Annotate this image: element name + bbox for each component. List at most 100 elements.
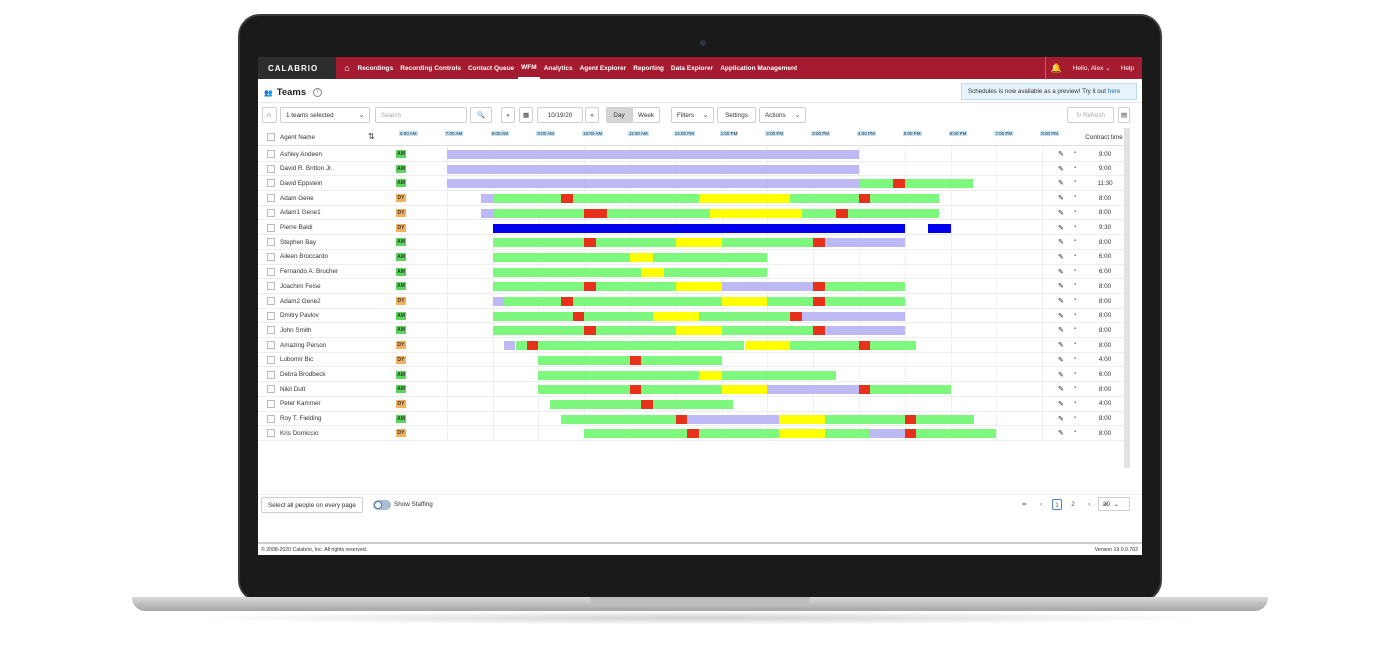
agent-name[interactable]: David Eppstein <box>280 179 323 187</box>
agent-name[interactable]: Aileen Broccardo <box>280 253 328 261</box>
search-input[interactable]: Search <box>375 107 467 123</box>
schedule-segment-lunch[interactable] <box>675 414 688 424</box>
row-checkbox[interactable] <box>267 429 275 438</box>
nav-item-contact-queue[interactable]: Contact Queue <box>467 64 515 72</box>
pencil-icon[interactable]: ✎ <box>1058 209 1064 217</box>
schedule-segment-other[interactable] <box>801 311 905 321</box>
nav-item-application-management[interactable]: Application Management <box>720 64 798 72</box>
schedule-segment-work[interactable] <box>492 311 573 321</box>
schedule-segment-break[interactable] <box>630 252 653 262</box>
schedule-segment-other[interactable] <box>446 150 859 159</box>
scrollbar-thumb[interactable] <box>1124 128 1130 468</box>
schedule-segment-work[interactable] <box>824 297 905 306</box>
schedule-segment-work[interactable] <box>870 385 951 395</box>
schedule-segment-work[interactable] <box>824 414 905 424</box>
schedule-segment-work[interactable] <box>652 399 734 409</box>
export-icon[interactable]: ▤ <box>1118 107 1130 123</box>
schedule-segment-work[interactable] <box>664 267 768 277</box>
schedule-segment-work[interactable] <box>492 282 585 292</box>
row-checkbox[interactable] <box>267 238 275 247</box>
prev-page-icon[interactable]: ‹ <box>1039 501 1043 508</box>
schedule-segment-lunch[interactable] <box>526 341 539 351</box>
agent-name[interactable]: Amazing Person <box>280 341 327 349</box>
schedule-segment-work[interactable] <box>790 341 859 351</box>
schedule-segment-other[interactable] <box>481 194 493 204</box>
row-checkbox[interactable] <box>267 370 275 379</box>
star-icon[interactable]: ☆ <box>262 107 277 123</box>
schedule-segment-lunch[interactable] <box>893 179 905 189</box>
agent-name[interactable]: Roy T. Fielding <box>280 415 322 423</box>
refresh-button[interactable]: ↻ Refresh <box>1067 107 1114 123</box>
sort-icon[interactable]: ⇅ <box>368 132 375 141</box>
schedule-segment-work[interactable] <box>870 194 940 204</box>
pencil-icon[interactable]: ✎ <box>1058 327 1064 335</box>
row-checkbox[interactable] <box>267 399 275 408</box>
agent-name[interactable]: Dmitry Pavlov <box>280 312 319 320</box>
comment-icon[interactable]: ▪ <box>1074 194 1077 201</box>
agent-name[interactable]: John Smith <box>280 326 312 334</box>
row-checkbox[interactable] <box>267 150 275 158</box>
schedule-segment-lunch[interactable] <box>813 282 825 292</box>
comment-icon[interactable]: ▪ <box>1074 341 1077 348</box>
schedule-segment-work[interactable] <box>698 311 791 321</box>
schedule-segment-work[interactable] <box>916 429 997 439</box>
nav-item-data-explorer[interactable]: Data Explorer <box>670 64 714 72</box>
schedule-segment-other[interactable] <box>446 179 859 189</box>
comment-icon[interactable]: ▪ <box>1074 238 1077 245</box>
nav-item-agent-explorer[interactable]: Agent Explorer <box>579 64 627 72</box>
comment-icon[interactable]: ▪ <box>1074 385 1077 392</box>
schedule-segment-work[interactable] <box>904 179 974 189</box>
grid-scrollbar[interactable] <box>1124 128 1130 468</box>
pencil-icon[interactable]: ✎ <box>1058 165 1064 173</box>
schedule-segment-break[interactable] <box>778 414 825 424</box>
pencil-icon[interactable]: ✎ <box>1058 268 1064 276</box>
pencil-icon[interactable]: ✎ <box>1058 253 1064 261</box>
pencil-icon[interactable]: ✎ <box>1058 224 1064 232</box>
row-checkbox[interactable] <box>267 355 275 364</box>
page-2[interactable]: 2 <box>1071 501 1075 508</box>
pencil-icon[interactable]: ✎ <box>1058 386 1064 394</box>
schedule-segment-lunch[interactable] <box>584 238 596 248</box>
next-page-icon[interactable]: › <box>1087 501 1091 508</box>
team-select[interactable]: 1 teams selected ⌄ <box>280 107 370 123</box>
nav-item-analytics[interactable]: Analytics <box>543 64 573 72</box>
agent-name[interactable]: Adam2 Gene2 <box>280 297 321 305</box>
next-date-button[interactable]: » <box>585 107 599 123</box>
schedule-segment-lunch[interactable] <box>790 311 802 321</box>
help-link[interactable]: Help <box>1120 64 1134 72</box>
comment-icon[interactable]: ▪ <box>1074 150 1077 156</box>
schedule-segment-lunch[interactable] <box>904 414 917 424</box>
schedule-segment-work[interactable] <box>492 267 642 277</box>
schedule-segment-break[interactable] <box>675 238 722 248</box>
day-view-button[interactable]: Day <box>606 107 632 123</box>
bell-icon[interactable]: 🔔 <box>1044 57 1067 79</box>
schedule-segment-lunch[interactable] <box>813 326 825 336</box>
schedule-segment-work[interactable] <box>492 208 585 218</box>
schedule-segment-break[interactable] <box>675 326 722 336</box>
page-1[interactable]: 1 <box>1052 499 1062 510</box>
page-size-select[interactable]: 20 ⌄ <box>1098 497 1130 511</box>
schedule-segment-work[interactable] <box>561 414 676 424</box>
schedule-segment-other[interactable] <box>824 326 905 336</box>
schedule-segment-break[interactable] <box>675 282 722 292</box>
schedule-segment-other[interactable] <box>446 164 859 174</box>
agent-name[interactable]: Fernando A. Brucher <box>280 268 339 276</box>
help-circle-icon[interactable]: ? <box>313 88 323 97</box>
agent-name[interactable]: Stephen Bay <box>280 238 317 246</box>
schedule-segment-work[interactable] <box>584 311 653 321</box>
agent-name[interactable]: Adam Gene <box>280 194 314 202</box>
preview-banner-link[interactable]: here <box>1107 88 1121 95</box>
agent-name[interactable]: Debra Brodbeck <box>280 371 326 378</box>
schedule-segment-work[interactable] <box>847 208 940 218</box>
pencil-icon[interactable]: ✎ <box>1058 151 1064 158</box>
schedule-segment-work[interactable] <box>641 355 722 365</box>
schedule-segment-lunch[interactable] <box>859 385 871 395</box>
comment-icon[interactable]: ▪ <box>1074 326 1077 333</box>
schedule-segment-work[interactable] <box>870 341 917 351</box>
pencil-icon[interactable]: ✎ <box>1058 195 1064 203</box>
comment-icon[interactable]: ▪ <box>1074 297 1077 303</box>
row-checkbox[interactable] <box>267 414 275 423</box>
agent-name[interactable]: David R. Britton Jr. <box>280 165 333 173</box>
schedule-segment-work[interactable] <box>538 355 630 365</box>
last-page-icon[interactable]: ⇥ <box>1102 501 1108 508</box>
